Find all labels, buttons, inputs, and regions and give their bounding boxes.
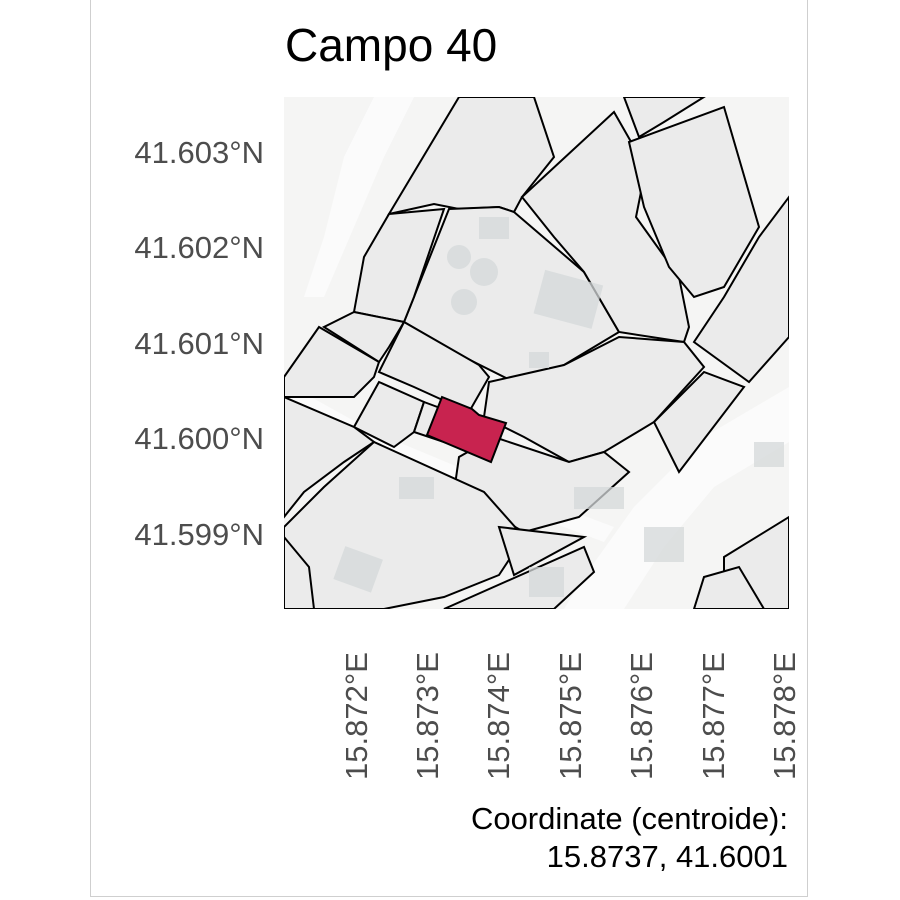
building: [529, 567, 564, 597]
x-tick-label: 15.872°E: [339, 652, 374, 780]
caption-line-1: Coordinate (centroide):: [470, 801, 788, 836]
y-tick-label: 41.600°N: [134, 421, 264, 456]
building-group: [333, 217, 784, 597]
building: [333, 546, 383, 593]
map-panel: [284, 97, 789, 609]
parcel: [497, 525, 588, 577]
parcel: [284, 395, 376, 519]
building: [533, 269, 604, 329]
highlighted-parcel[interactable]: [425, 395, 508, 464]
parcel: [352, 380, 426, 449]
parcel: [627, 105, 761, 299]
parcel-group: [284, 97, 789, 609]
building: [451, 289, 477, 315]
road: [564, 387, 789, 609]
map-title: Campo 40: [285, 19, 498, 71]
building: [399, 477, 434, 499]
building: [447, 245, 471, 269]
building: [644, 527, 684, 562]
x-tick-label: 15.873°E: [410, 652, 445, 780]
x-tick-label: 15.874°E: [481, 652, 516, 780]
x-tick-label: 15.878°E: [767, 652, 802, 780]
y-tick-label: 41.599°N: [134, 517, 264, 552]
building: [529, 352, 549, 368]
parcel: [692, 195, 789, 384]
parcel: [284, 325, 381, 398]
road: [304, 97, 414, 297]
building: [479, 217, 509, 239]
building: [470, 258, 498, 286]
y-tick-label: 41.601°N: [134, 326, 264, 361]
centroid-caption: Coordinate (centroide): 15.8737, 41.6001: [471, 800, 788, 876]
parcel: [284, 535, 316, 609]
caption-line-2: 15.8737, 41.6001: [546, 839, 788, 874]
parcel: [321, 310, 406, 364]
parcel: [692, 565, 766, 609]
x-tick-label: 15.876°E: [624, 652, 659, 780]
x-tick-label: 15.875°E: [553, 652, 588, 780]
x-tick-label: 15.877°E: [696, 652, 731, 780]
building: [574, 487, 624, 509]
parcel: [622, 97, 706, 139]
building: [754, 442, 784, 467]
parcel: [652, 370, 746, 474]
y-tick-label: 41.603°N: [134, 135, 264, 170]
y-tick-label: 41.602°N: [134, 230, 264, 265]
